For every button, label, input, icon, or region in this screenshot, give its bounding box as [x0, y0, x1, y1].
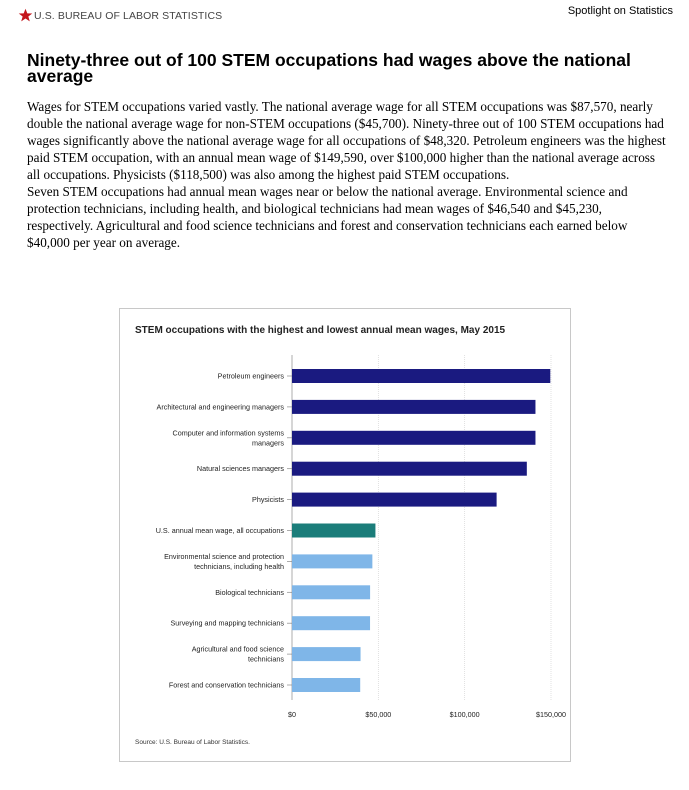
bar [292, 492, 497, 507]
star-icon [18, 8, 33, 22]
bar [292, 585, 371, 600]
category-label: U.S. annual mean wage, all occupations [156, 526, 285, 535]
category-label: Physicists [252, 495, 284, 504]
x-tick-label: $100,000 [450, 710, 480, 719]
bar [292, 616, 371, 631]
category-label: Forest and conservation technicians [169, 681, 284, 690]
bar [292, 678, 361, 692]
agency-name: U.S. BUREAU OF LABOR STATISTICS [34, 9, 223, 22]
category-label: technicians, including health [194, 562, 284, 571]
spotlight-link[interactable]: Spotlight on Statistics [567, 5, 673, 17]
bar [292, 369, 551, 383]
category-label: managers [252, 438, 284, 447]
bar [292, 399, 536, 414]
category-label: Surveying and mapping technicians [171, 619, 285, 628]
x-tick-label: $50,000 [365, 710, 391, 719]
x-tick-label: $0 [288, 710, 296, 719]
article-body: Wages for STEM occupations varied vastly… [27, 98, 667, 251]
category-label: technicians [248, 655, 284, 664]
bar [292, 554, 373, 569]
agency-logo[interactable]: U.S. BUREAU OF LABOR STATISTICS [18, 8, 222, 23]
chart-plot: Petroleum engineers Architectural and eng… [156, 355, 566, 719]
category-label: Agricultural and food science [192, 645, 284, 654]
bar [292, 430, 536, 445]
paragraph-1: Wages for STEM occupations varied vastly… [27, 99, 666, 182]
bar [292, 461, 527, 476]
paragraph-2: Seven STEM occupations had annual mean w… [27, 184, 628, 250]
category-label: Natural sciences managers [197, 464, 284, 473]
category-label: Architectural and engineering managers [157, 402, 285, 411]
category-label: Computer and information systems [173, 428, 285, 437]
wage-chart: Petroleum engineers Architectural and eng… [119, 308, 571, 762]
chart-source: Source: U.S. Bureau of Labor Statistics. [135, 739, 250, 746]
page-title: Ninety-three out of 100 STEM occupations… [27, 50, 631, 86]
category-label: Environmental science and protection [164, 552, 284, 561]
bar [292, 523, 376, 538]
category-label: Biological technicians [215, 588, 284, 597]
category-label: Petroleum engineers [218, 372, 285, 381]
top-bar: U.S. BUREAU OF LABOR STATISTICS Spotligh… [0, 0, 689, 30]
bar [292, 647, 361, 662]
chart-title: STEM occupations with the highest and lo… [135, 325, 506, 336]
x-tick-label: $150,000 [536, 710, 566, 719]
